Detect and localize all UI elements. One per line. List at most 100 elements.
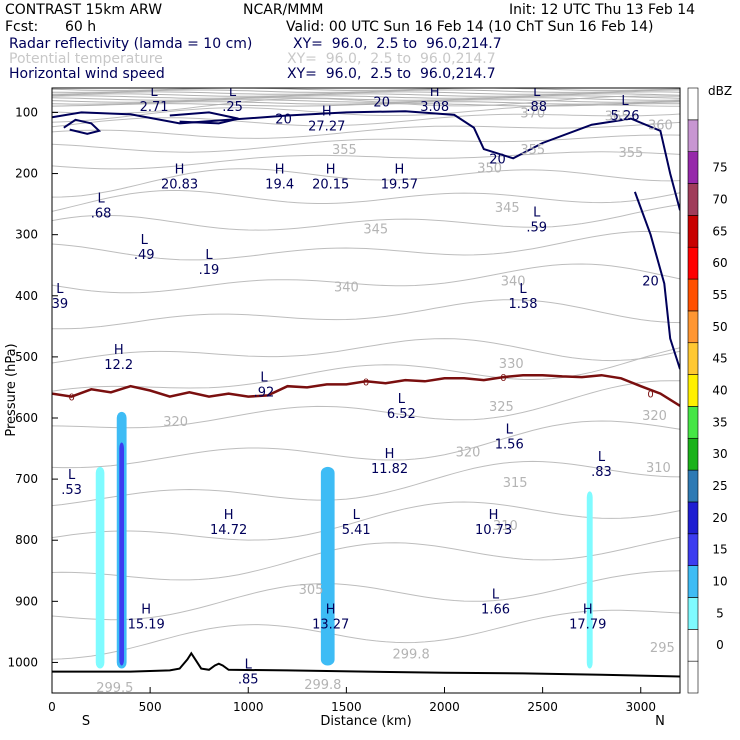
theta-contour-label: 340	[501, 275, 526, 290]
colorbar-level-label: 75	[712, 161, 727, 175]
extremum-value: 15.19	[128, 618, 165, 633]
theta-contour-label: 315	[503, 476, 528, 491]
theta-contour-label: 360	[648, 119, 673, 134]
extremum-kind: H	[322, 105, 332, 120]
theta-contours	[52, 88, 680, 660]
colorbar-swatch	[687, 278, 699, 312]
extremum-kind: L	[229, 85, 237, 100]
theta-contour-label: 355	[619, 146, 644, 161]
theta-contour-line	[52, 93, 680, 97]
extremum-value: .19	[199, 263, 220, 278]
plot-area: 0 0 0 0 370 365 360 355 355 355 350 345 345 340 340 33…	[52, 85, 680, 693]
theta-contour-line	[52, 380, 680, 429]
wind-contour-label: 20	[275, 113, 292, 128]
y-tick-label: 700	[15, 472, 38, 486]
colorbar-unit: dBZ	[708, 84, 732, 98]
extremum-value: .88	[526, 100, 547, 115]
extremum-kind: H	[141, 603, 151, 618]
y-axis-label: Pressure (hPa)	[4, 343, 19, 436]
freezing-line-label: 0	[363, 377, 369, 388]
extremum-value: 1.66	[481, 602, 510, 617]
extremum-value: 5.41	[342, 523, 371, 538]
colorbar-level-label: 20	[712, 511, 727, 525]
theta-contour-line	[52, 230, 680, 261]
extremum-value: .49	[134, 248, 155, 263]
colorbar-swatch	[687, 215, 699, 248]
wind-contour-label: 20	[373, 95, 390, 110]
extremum-value: .59	[526, 220, 547, 235]
colorbar-swatch	[687, 597, 699, 630]
extremum-kind: L	[68, 468, 76, 483]
colorbar-level-label: 60	[712, 256, 727, 270]
wind-contour-line	[633, 191, 680, 370]
colorbar-level-label: 45	[712, 352, 727, 366]
extremum-kind: H	[326, 163, 336, 178]
theta-contour-label: 330	[499, 357, 524, 372]
colorbar-level-label: 10	[712, 575, 727, 589]
freezing-line-label: 0	[500, 373, 506, 384]
theta-contour-label: 370	[520, 106, 545, 121]
extremum-kind: L	[141, 233, 149, 248]
field-xy-wind: XY= 96.0, 2.5 to 96.0,214.7	[287, 66, 496, 82]
extremum-kind: L	[398, 392, 406, 407]
colorbar-swatch	[687, 469, 699, 503]
extremum-value: 17.79	[569, 618, 606, 633]
field-xy-reflectivity: XY= 96.0, 2.5 to 96.0,214.7	[293, 36, 502, 52]
extremum-value: 20.15	[312, 178, 349, 193]
fcst-value: 60 h	[65, 19, 97, 35]
extremum-kind: L	[205, 248, 213, 263]
wind-contour-line	[169, 111, 239, 125]
y-tick-label: 800	[15, 533, 38, 547]
freezing-line-label: 0	[647, 390, 653, 401]
theta-contour-line	[52, 190, 680, 212]
terrain-path	[52, 651, 680, 678]
extremum-kind: L	[621, 94, 629, 109]
extremum-kind: H	[489, 508, 499, 523]
freezing-level-line: 0 0 0 0	[52, 373, 680, 407]
colorbar-level-label: 15	[712, 543, 727, 557]
colorbar-level-label: 35	[712, 415, 727, 429]
theta-contour-label: 320	[642, 409, 667, 424]
theta-contour-line	[52, 570, 680, 621]
colorbar-swatch	[687, 565, 699, 598]
extremum-kind: L	[506, 422, 514, 437]
theta-contour-label: 299.8	[393, 647, 430, 662]
theta-contour-line	[52, 420, 680, 469]
theta-contour-line	[52, 134, 680, 153]
extremum-kind: L	[245, 658, 253, 673]
colorbar-swatch	[687, 629, 699, 662]
theta-contour-label: 320	[163, 415, 188, 430]
theta-contour-line	[52, 151, 680, 170]
x-tick-label: 0	[48, 700, 56, 714]
theta-contour-label: 310	[493, 519, 518, 534]
theta-contour-line	[52, 101, 680, 105]
colorbar-swatch	[687, 87, 699, 121]
theta-contour-line	[52, 263, 680, 294]
extremum-value: .83	[591, 465, 612, 480]
colorbar-swatch	[687, 119, 699, 152]
theta-contour-line	[52, 501, 680, 541]
theta-contour-line	[52, 104, 680, 123]
colorbar-swatch	[687, 342, 699, 375]
extremum-kind: L	[56, 282, 64, 297]
theta-contour-line	[52, 536, 680, 581]
extremum-value: 1.56	[495, 437, 524, 452]
axes: 0 500 1000 1500 2000 2500 30001002003004005006…	[4, 105, 665, 729]
extremum-value: 3.08	[420, 100, 449, 115]
theta-contour-label: 320	[456, 446, 481, 461]
extremum-value: 14.72	[210, 523, 247, 538]
theta-contour-line	[52, 103, 680, 107]
extremum-value: 27.27	[308, 120, 345, 135]
extremum-kind: L	[150, 85, 158, 100]
x-tick-label: 2500	[527, 700, 558, 714]
colorbar-level-label: 55	[712, 288, 727, 302]
plot-frame	[51, 87, 681, 694]
theta-contour-label: 325	[489, 400, 514, 415]
colorbar-level-label: 5	[716, 606, 724, 620]
colorbar: dBZ 0 5 10 15 20 25 30 35 40 45 50 55 60 65 70 75	[687, 84, 732, 694]
colorbar-level-label: 30	[712, 447, 727, 461]
reflectivity-cell	[586, 491, 593, 669]
init-label: Init: 12 UTC Thu 13 Feb 14	[509, 2, 696, 18]
theta-contour-label: 365	[605, 110, 630, 125]
y-tick-label: 900	[15, 594, 38, 608]
